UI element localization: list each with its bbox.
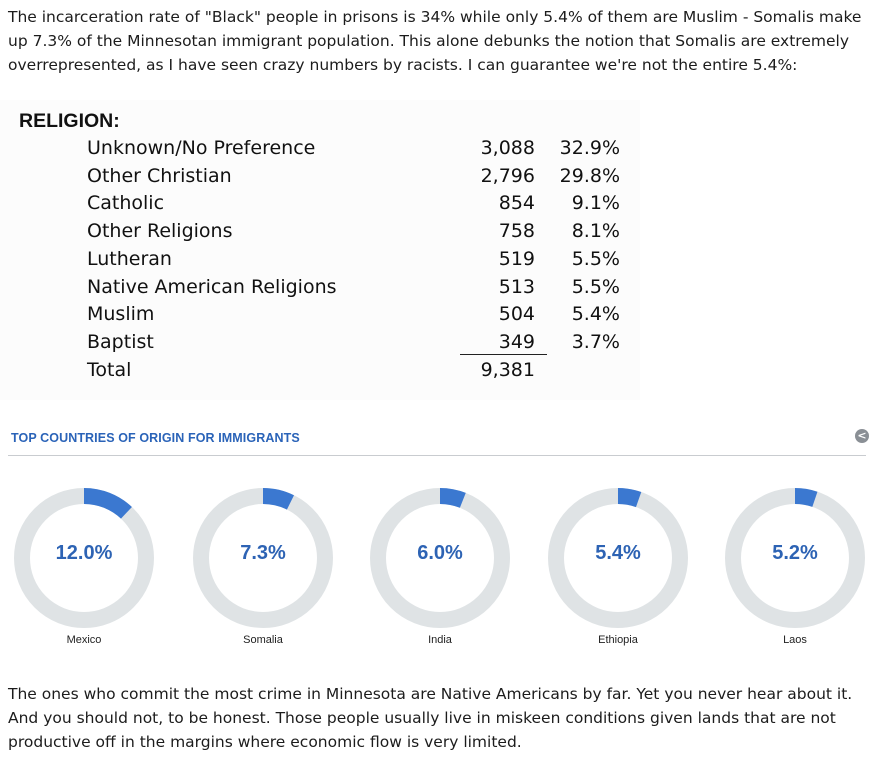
religion-percent: 8.1% — [571, 220, 620, 242]
country-label: Ethiopia — [598, 634, 638, 646]
religion-label: Other Christian — [87, 165, 232, 187]
outro-paragraph: The ones who commit the most crime in Mi… — [8, 685, 853, 751]
religion-percent: 3.7% — [571, 331, 620, 353]
donut-slice-laos — [725, 488, 865, 628]
donut-svg — [370, 488, 510, 628]
donut-laos: 5.2% — [725, 488, 865, 628]
religion-table-image: RELIGION: Unknown/No Preference 3,088 32… — [0, 100, 640, 400]
religion-count: 349 — [498, 331, 535, 353]
donut-slice-india — [370, 488, 510, 628]
donut-mexico: 12.0% — [14, 488, 154, 628]
donut-slice-ethiopia — [548, 488, 688, 628]
religion-percent: 5.4% — [571, 303, 620, 325]
country-label: India — [428, 634, 452, 646]
donut-value-label: 7.3% — [240, 542, 286, 564]
total-rule — [460, 354, 547, 355]
religion-label: Muslim — [87, 303, 155, 325]
table-row-total: Total 9,381 — [0, 359, 640, 387]
table-row: Unknown/No Preference 3,088 32.9% — [0, 137, 640, 165]
donut-value-label: 6.0% — [417, 542, 463, 564]
table-row: Lutheran 519 5.5% — [0, 248, 640, 276]
share-icon[interactable]: < — [855, 429, 869, 443]
religion-count: 854 — [498, 192, 535, 214]
donut-value-label: 5.4% — [595, 542, 641, 564]
donut-value-label: 5.2% — [772, 542, 818, 564]
immigrants-widget: TOP COUNTRIES OF ORIGIN FOR IMMIGRANTS <… — [0, 418, 869, 663]
country-label: Mexico — [66, 634, 102, 646]
donut-value-label: 12.0% — [55, 542, 113, 564]
religion-label: Lutheran — [87, 248, 172, 270]
religion-count: 3,088 — [480, 137, 535, 159]
donut-svg — [548, 488, 688, 628]
religion-percent: 32.9% — [559, 137, 620, 159]
religion-label: Native American Religions — [87, 276, 337, 298]
religion-count: 504 — [498, 303, 535, 325]
religion-heading: RELIGION: — [19, 110, 120, 132]
table-row: Muslim 504 5.4% — [0, 303, 640, 331]
table-row: Native American Religions 513 5.5% — [0, 276, 640, 304]
table-row: Other Religions 758 8.1% — [0, 220, 640, 248]
religion-label: Unknown/No Preference — [87, 137, 316, 159]
donut-slice-somalia — [193, 488, 333, 628]
country-label: Somalia — [243, 634, 283, 646]
widget-divider — [8, 455, 866, 456]
intro-paragraph: The incarceration rate of "Black" people… — [8, 8, 862, 74]
religion-percent: 5.5% — [571, 276, 620, 298]
donut-svg — [14, 488, 154, 628]
religion-label: Other Religions — [87, 220, 233, 242]
religion-count: 2,796 — [480, 165, 535, 187]
donut-somalia: 7.3% — [193, 488, 333, 628]
table-row: Other Christian 2,796 29.8% — [0, 165, 640, 193]
religion-percent: 29.8% — [559, 165, 620, 187]
widget-title: TOP COUNTRIES OF ORIGIN FOR IMMIGRANTS — [11, 431, 300, 445]
religion-percent: 9.1% — [571, 192, 620, 214]
religion-percent: 5.5% — [571, 248, 620, 270]
donut-ethiopia: 5.4% — [548, 488, 688, 628]
country-label: Laos — [783, 634, 807, 646]
donut-svg — [725, 488, 865, 628]
total-label: Total — [87, 359, 132, 381]
donut-slice-mexico — [14, 488, 154, 628]
donut-svg — [193, 488, 333, 628]
religion-count: 513 — [498, 276, 535, 298]
donut-india: 6.0% — [370, 488, 510, 628]
religion-label: Baptist — [87, 331, 154, 353]
table-row: Catholic 854 9.1% — [0, 192, 640, 220]
total-count: 9,381 — [480, 359, 535, 381]
religion-label: Catholic — [87, 192, 165, 214]
table-row: Baptist 349 3.7% — [0, 331, 640, 359]
religion-count: 519 — [498, 248, 535, 270]
religion-count: 758 — [498, 220, 535, 242]
